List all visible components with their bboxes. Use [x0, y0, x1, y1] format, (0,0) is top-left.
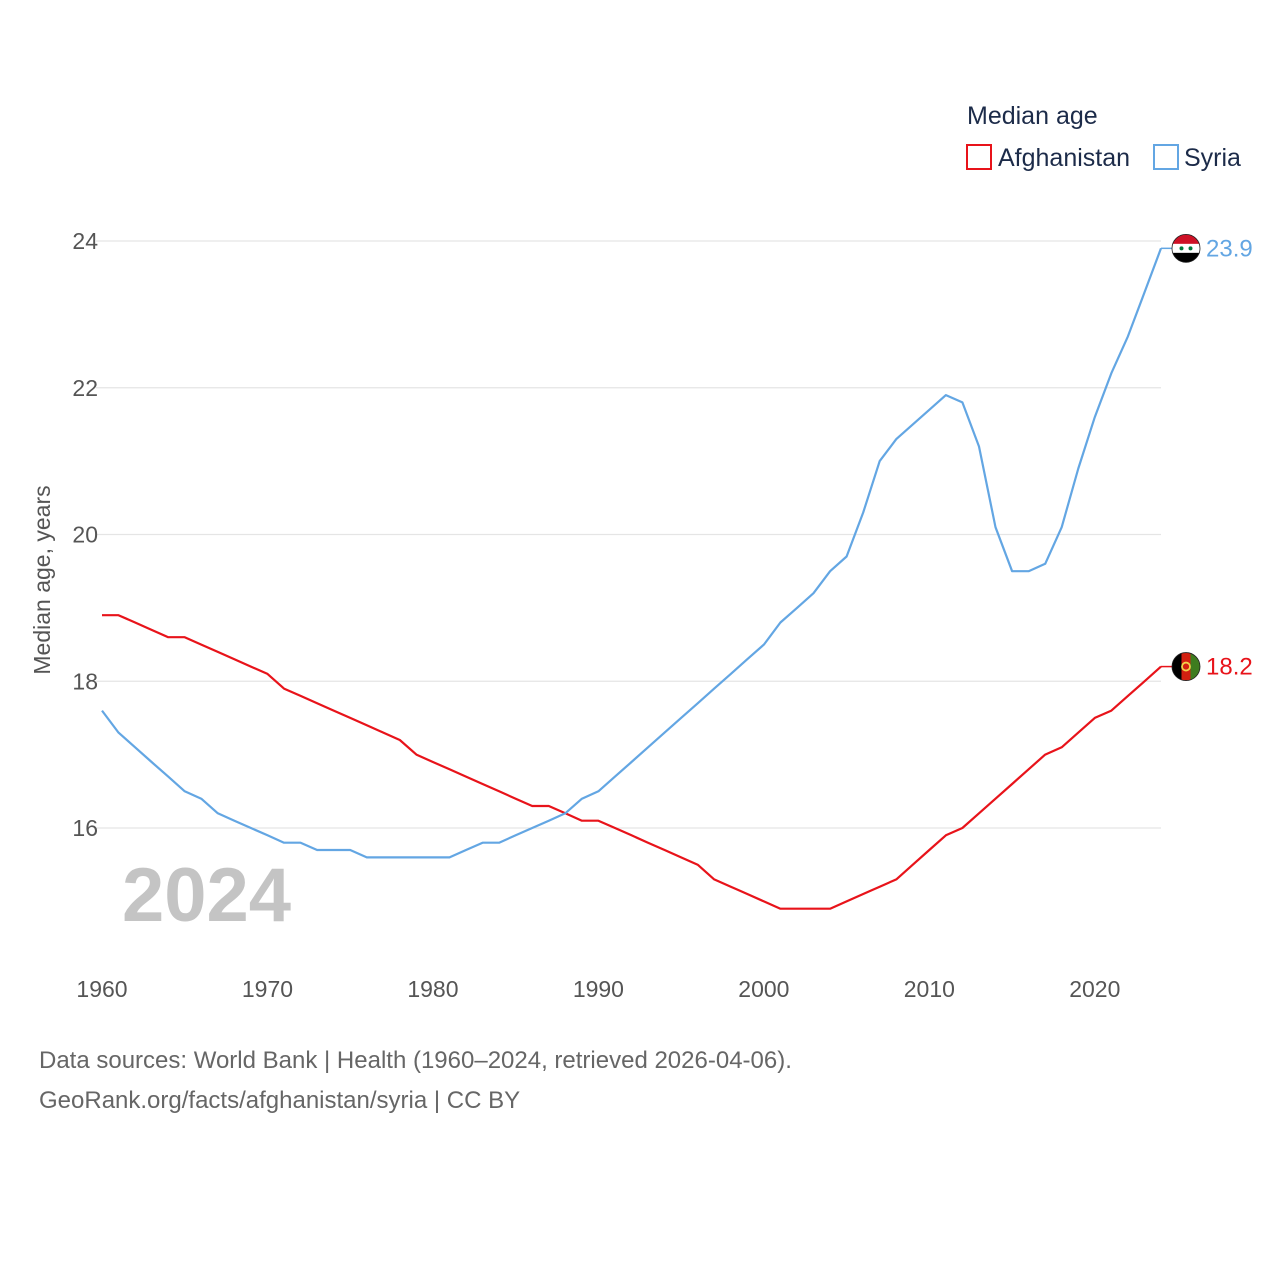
grid-lines	[96, 240, 1161, 829]
source-line-1: Data sources: World Bank | Health (1960–…	[39, 1047, 792, 1074]
legend-title: Median age	[967, 102, 1098, 130]
source-line-2[interactable]: GeoRank.org/facts/afghanistan/syria | CC…	[39, 1087, 520, 1114]
syria-flag-icon	[1171, 233, 1201, 263]
afghanistan-flag-icon	[1171, 652, 1201, 681]
x-tick-label: 1960	[76, 976, 127, 1002]
y-tick-label: 24	[72, 228, 98, 254]
series-layer	[101, 247, 1163, 910]
x-tick-label: 2010	[904, 976, 955, 1002]
legend-swatch-syria	[1153, 144, 1179, 170]
end-value-afghanistan: 18.2	[1206, 654, 1253, 681]
x-tick-label: 1990	[573, 976, 624, 1002]
x-tick-label: 2000	[738, 976, 789, 1002]
y-axis-title: Median age, years	[29, 485, 55, 674]
y-tick-label: 18	[72, 668, 98, 694]
legend: Median age Afghanistan Syria	[966, 102, 1241, 172]
legend-item-afghanistan[interactable]: Afghanistan	[966, 144, 1130, 172]
x-tick-label: 2020	[1069, 976, 1120, 1002]
y-tick-label: 20	[72, 522, 98, 548]
y-tick-label: 22	[72, 375, 98, 401]
legend-label-afghanistan: Afghanistan	[998, 144, 1130, 172]
x-axis-ticks: 1960 1970 1980 1990 2000 2010 2020	[76, 976, 1120, 1002]
x-tick-label: 1980	[407, 976, 458, 1002]
series-line-syria[interactable]	[101, 247, 1163, 859]
x-tick-label: 1970	[242, 976, 293, 1002]
end-value-syria: 23.9	[1206, 235, 1253, 262]
year-watermark: 2024	[122, 853, 291, 938]
legend-item-syria[interactable]: Syria	[1153, 144, 1241, 172]
end-markers: 18.2 23.9	[1161, 233, 1253, 681]
series-line-afghanistan[interactable]	[102, 614, 1162, 910]
legend-label-syria: Syria	[1184, 144, 1241, 172]
y-axis-ticks: 16 18 20 22 24	[72, 228, 98, 841]
y-tick-label: 16	[72, 815, 98, 841]
legend-swatch-afghanistan	[966, 144, 992, 170]
